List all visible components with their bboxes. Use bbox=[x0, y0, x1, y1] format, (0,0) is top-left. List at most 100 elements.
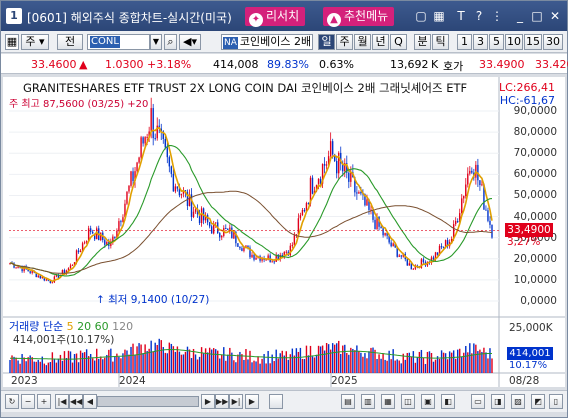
interval-1[interactable]: 1 bbox=[457, 34, 472, 50]
candle-body bbox=[190, 194, 193, 218]
volume-bar bbox=[186, 346, 189, 373]
period-day[interactable]: 일 bbox=[318, 34, 335, 50]
volume-bar bbox=[279, 353, 281, 373]
candle-body bbox=[69, 265, 72, 269]
help-icon[interactable]: ? bbox=[475, 9, 483, 23]
text-icon[interactable]: T bbox=[457, 9, 465, 23]
volume-bar bbox=[77, 362, 80, 373]
candle-body bbox=[463, 196, 465, 199]
minimize-icon[interactable]: _ bbox=[517, 9, 523, 23]
volume-bar bbox=[245, 349, 247, 373]
candle-body bbox=[106, 241, 108, 245]
volume-bar bbox=[243, 359, 245, 373]
volume-bar bbox=[229, 347, 231, 373]
tool-icon-6[interactable]: ◧ bbox=[441, 394, 455, 409]
volume-bar bbox=[241, 354, 243, 373]
volume-bar bbox=[475, 344, 477, 373]
volume-bar bbox=[89, 353, 92, 373]
symbol-value: CONL bbox=[90, 36, 120, 48]
volume-bar bbox=[192, 348, 195, 373]
period-week[interactable]: 주 bbox=[336, 34, 353, 50]
market-select[interactable]: 주 ▾ bbox=[21, 34, 49, 50]
prev-page-icon[interactable]: ◀◀ bbox=[69, 394, 83, 409]
candle-body bbox=[245, 245, 247, 247]
period-year[interactable]: 년 bbox=[372, 34, 389, 50]
settings-icon[interactable]: ▦ bbox=[433, 9, 445, 23]
tool-icon-7[interactable]: ▭ bbox=[471, 394, 485, 409]
volume-bar bbox=[172, 346, 175, 373]
volume-bar bbox=[448, 351, 451, 373]
volume-bar bbox=[479, 349, 481, 373]
period-quarter[interactable]: Q bbox=[390, 34, 407, 50]
candle-body bbox=[444, 240, 447, 248]
interval-3[interactable]: 3 bbox=[473, 34, 488, 50]
candle-body bbox=[114, 236, 116, 239]
volume-bar bbox=[212, 348, 215, 373]
interval-5[interactable]: 5 bbox=[489, 34, 504, 50]
next-page-icon[interactable]: ▶▶ bbox=[215, 394, 229, 409]
recommend-menu-button[interactable]: ▲ 추천메뉴 bbox=[323, 7, 395, 27]
symbol-input[interactable]: CONL bbox=[87, 34, 150, 50]
quote-bar: 33.4600 ▲ 1.0300 +3.18% 414,008 89.83% 0… bbox=[1, 54, 568, 74]
tool-icon-2[interactable]: ▥ bbox=[361, 394, 375, 409]
tool-icon-5[interactable]: ▣ bbox=[421, 394, 435, 409]
candle-body bbox=[380, 226, 382, 229]
price-chart[interactable]: GRANITESHARES ETF TRUST 2X LONG COIN DAI… bbox=[3, 77, 565, 387]
candle-body bbox=[47, 279, 50, 281]
play-icon[interactable]: ▶ bbox=[245, 394, 259, 409]
speaker-icon[interactable]: ◀▾ bbox=[179, 34, 201, 50]
first-icon[interactable]: |◀ bbox=[55, 394, 69, 409]
minus-icon[interactable]: − bbox=[21, 394, 35, 409]
pin-icon[interactable]: ⋮ bbox=[491, 9, 503, 23]
scroll-thumb[interactable] bbox=[269, 394, 283, 409]
volume-bar bbox=[45, 365, 48, 373]
volume-bar bbox=[217, 350, 219, 373]
layout-icon[interactable]: ▢ bbox=[415, 9, 427, 23]
research-button[interactable]: ✦ 리서치 bbox=[245, 7, 306, 27]
last-icon[interactable]: ▶| bbox=[229, 394, 243, 409]
chart-canvas[interactable] bbox=[3, 77, 565, 387]
candle-body bbox=[116, 230, 118, 239]
maximize-icon[interactable]: □ bbox=[531, 9, 543, 23]
candle-body bbox=[491, 224, 493, 238]
candle-body bbox=[303, 210, 306, 212]
search-icon[interactable]: ⌕ bbox=[164, 34, 177, 50]
interval-15[interactable]: 15 bbox=[524, 34, 542, 50]
candle-body bbox=[348, 172, 350, 182]
volume-bar bbox=[473, 343, 475, 373]
period-tick[interactable]: 틱 bbox=[432, 34, 449, 50]
plus-icon[interactable]: + bbox=[37, 394, 51, 409]
prev-button[interactable]: 전 bbox=[57, 34, 83, 50]
reset-icon[interactable]: ↻ bbox=[5, 394, 19, 409]
interval-10[interactable]: 10 bbox=[505, 34, 523, 50]
tool-icon-8[interactable]: ◨ bbox=[491, 394, 505, 409]
tool-icon-11[interactable]: ▯ bbox=[549, 394, 563, 409]
tool-icon-10[interactable]: ◩ bbox=[531, 394, 545, 409]
tool-icon-3[interactable]: ▦ bbox=[381, 394, 395, 409]
tool-icon-4[interactable]: ◫ bbox=[401, 394, 415, 409]
candle-body bbox=[39, 275, 41, 279]
stock-name-field[interactable]: NA 코인베이스 2배 bbox=[221, 34, 313, 50]
recommend-label: 추천메뉴 bbox=[344, 9, 389, 23]
prev-icon[interactable]: ◀ bbox=[83, 394, 97, 409]
period-month[interactable]: 월 bbox=[354, 34, 371, 50]
period-minute[interactable]: 분 bbox=[414, 34, 431, 50]
interval-30[interactable]: 30 bbox=[543, 34, 563, 50]
tool-icon-1[interactable]: ▤ bbox=[341, 394, 355, 409]
volume-bar bbox=[295, 348, 298, 373]
volume-bar bbox=[352, 348, 354, 373]
candle-body bbox=[273, 261, 275, 263]
grid-icon[interactable]: ▦ bbox=[5, 34, 19, 50]
volume-bar bbox=[85, 349, 88, 373]
scroll-track[interactable] bbox=[97, 396, 199, 407]
candle-body bbox=[299, 215, 302, 219]
symbol-dropdown-icon[interactable]: ▼ bbox=[150, 34, 162, 50]
next-icon[interactable]: ▶ bbox=[201, 394, 215, 409]
volume-bar bbox=[196, 359, 199, 373]
volume-bar bbox=[57, 358, 60, 373]
close-icon[interactable]: ✕ bbox=[549, 9, 561, 23]
tool-icon-9[interactable]: ▨ bbox=[511, 394, 525, 409]
candle-body bbox=[49, 280, 52, 283]
candle-body bbox=[170, 166, 173, 174]
volume-bar bbox=[110, 348, 112, 373]
